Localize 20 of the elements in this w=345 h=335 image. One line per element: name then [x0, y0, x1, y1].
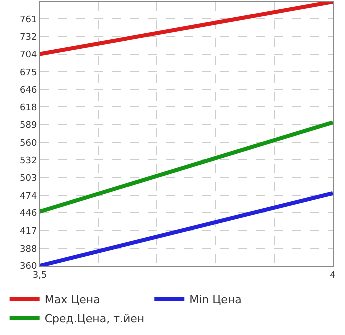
y-tick-label: 446	[20, 209, 38, 220]
y-tick-label: 761	[20, 15, 38, 26]
y-tick-label: 360	[20, 262, 38, 272]
y-tick-label: 675	[20, 68, 38, 78]
x-tick-label: 3,5	[32, 270, 48, 281]
y-tick-label: 532	[20, 156, 38, 166]
y-tick-label: 388	[20, 244, 38, 255]
y-tick-label: 560	[20, 139, 38, 150]
y-tick-label: 646	[20, 86, 38, 96]
y-tick-label: 704	[20, 50, 38, 60]
y-tick-label: 589	[20, 121, 38, 132]
x-tick-label: 4	[330, 270, 336, 281]
y-tick-label: 474	[20, 192, 38, 202]
y-tick-label: 618	[20, 103, 38, 114]
legend-label: Сред.Цена, т.йен	[44, 312, 145, 326]
legend-label: Max Цена	[44, 293, 100, 306]
y-tick-label: 732	[20, 33, 38, 44]
legend-label: Min Цена	[190, 293, 242, 306]
y-tick-label: 503	[20, 174, 38, 184]
y-tick-label: 417	[20, 227, 38, 238]
